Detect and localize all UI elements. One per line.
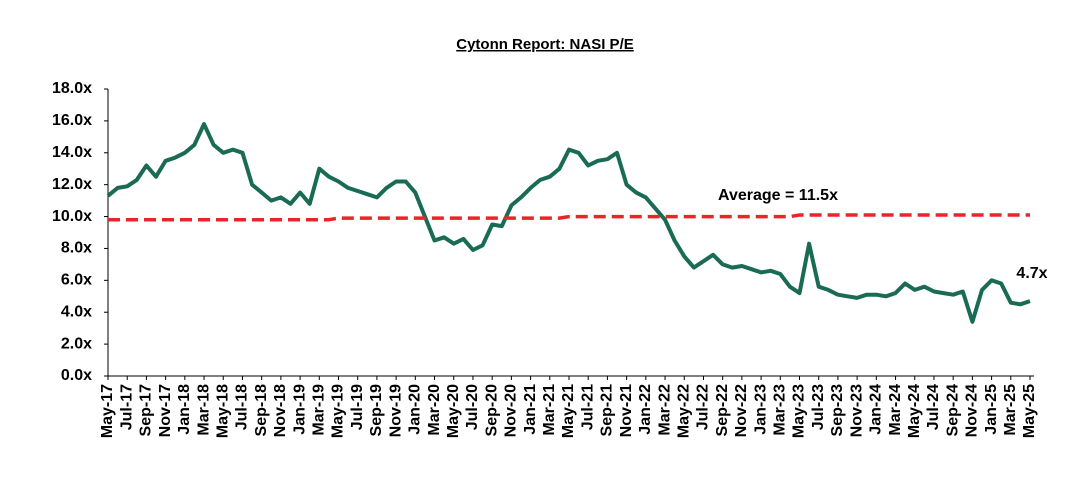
x-tick-label: Jan-24 bbox=[868, 384, 885, 435]
x-tick-label: Sep-24 bbox=[944, 384, 961, 437]
x-tick-label: Mar-23 bbox=[772, 384, 789, 436]
x-tick-label: Nov-19 bbox=[387, 384, 404, 437]
x-tick-label: Jul-23 bbox=[810, 384, 827, 430]
y-tick-label: 2.0x bbox=[61, 335, 92, 352]
x-tick-label: Jan-19 bbox=[291, 384, 308, 435]
x-tick-label: Jul-21 bbox=[579, 384, 596, 430]
x-tick-label: Jan-21 bbox=[522, 384, 539, 435]
x-tick-label: Nov-23 bbox=[848, 384, 865, 437]
x-tick-label: May-25 bbox=[1021, 384, 1038, 438]
x-tick-label: Jul-19 bbox=[349, 384, 366, 430]
chart-title: Cytonn Report: NASI P/E bbox=[456, 36, 634, 53]
x-tick-label: Jan-25 bbox=[983, 384, 1000, 435]
x-tick-label: Jan-23 bbox=[752, 384, 769, 435]
x-tick-label: Sep-17 bbox=[138, 384, 155, 437]
x-tick-label: May-24 bbox=[906, 384, 923, 438]
x-tick-label: May-21 bbox=[560, 384, 577, 438]
x-tick-label: Jul-24 bbox=[925, 384, 942, 430]
x-tick-label: May-20 bbox=[445, 384, 462, 438]
x-tick-label: May-17 bbox=[99, 384, 116, 438]
x-tick-label: Mar-19 bbox=[311, 384, 328, 436]
x-tick-label: Sep-20 bbox=[483, 384, 500, 437]
x-tick-label: Mar-21 bbox=[541, 384, 558, 436]
x-tick-label: Jul-22 bbox=[695, 384, 712, 430]
x-tick-label: May-23 bbox=[791, 384, 808, 438]
y-tick-label: 14.0x bbox=[52, 144, 92, 161]
x-tick-label: Nov-18 bbox=[272, 384, 289, 437]
x-tick-label: Mar-25 bbox=[1002, 384, 1019, 436]
x-tick-label: Jul-20 bbox=[464, 384, 481, 430]
x-tick-label: Sep-23 bbox=[829, 384, 846, 437]
end-label: 4.7x bbox=[1016, 265, 1047, 282]
y-tick-label: 16.0x bbox=[52, 112, 92, 129]
x-tick-label: Sep-21 bbox=[599, 384, 616, 437]
x-tick-label: Jul-17 bbox=[118, 384, 135, 430]
x-tick-label: Nov-21 bbox=[618, 384, 635, 437]
x-tick-label: Sep-18 bbox=[253, 384, 270, 437]
x-tick-label: Nov-17 bbox=[157, 384, 174, 437]
x-tick-label: May-22 bbox=[675, 384, 692, 438]
x-tick-label: Jan-18 bbox=[176, 384, 193, 435]
x-tick-label: Mar-20 bbox=[426, 384, 443, 436]
x-tick-label: May-19 bbox=[330, 384, 347, 438]
x-tick-label: Nov-22 bbox=[733, 384, 750, 437]
x-tick-label: Mar-22 bbox=[656, 384, 673, 436]
y-tick-label: 4.0x bbox=[61, 303, 92, 320]
y-tick-label: 6.0x bbox=[61, 272, 92, 289]
y-tick-label: 12.0x bbox=[52, 176, 92, 193]
y-tick-label: 18.0x bbox=[52, 80, 92, 97]
series-line bbox=[106, 122, 1031, 324]
x-tick-label: Sep-19 bbox=[368, 384, 385, 437]
average-annotation: Average = 11.5x bbox=[718, 187, 838, 204]
x-tick-label: Mar-18 bbox=[195, 384, 212, 436]
average-line bbox=[108, 213, 1030, 222]
y-tick-label: 10.0x bbox=[52, 208, 92, 225]
x-tick-label: May-18 bbox=[214, 384, 231, 438]
x-tick-label: Jul-18 bbox=[234, 384, 251, 430]
y-tick-label: 8.0x bbox=[61, 240, 92, 257]
x-tick-label: Mar-24 bbox=[887, 384, 904, 436]
x-tick-label: Nov-24 bbox=[964, 384, 981, 437]
x-tick-label: Jan-22 bbox=[637, 384, 654, 435]
x-tick-label: Sep-22 bbox=[714, 384, 731, 437]
y-tick-label: 0.0x bbox=[61, 367, 92, 384]
x-tick-label: Jan-20 bbox=[407, 384, 424, 435]
x-tick-label: Nov-20 bbox=[503, 384, 520, 437]
